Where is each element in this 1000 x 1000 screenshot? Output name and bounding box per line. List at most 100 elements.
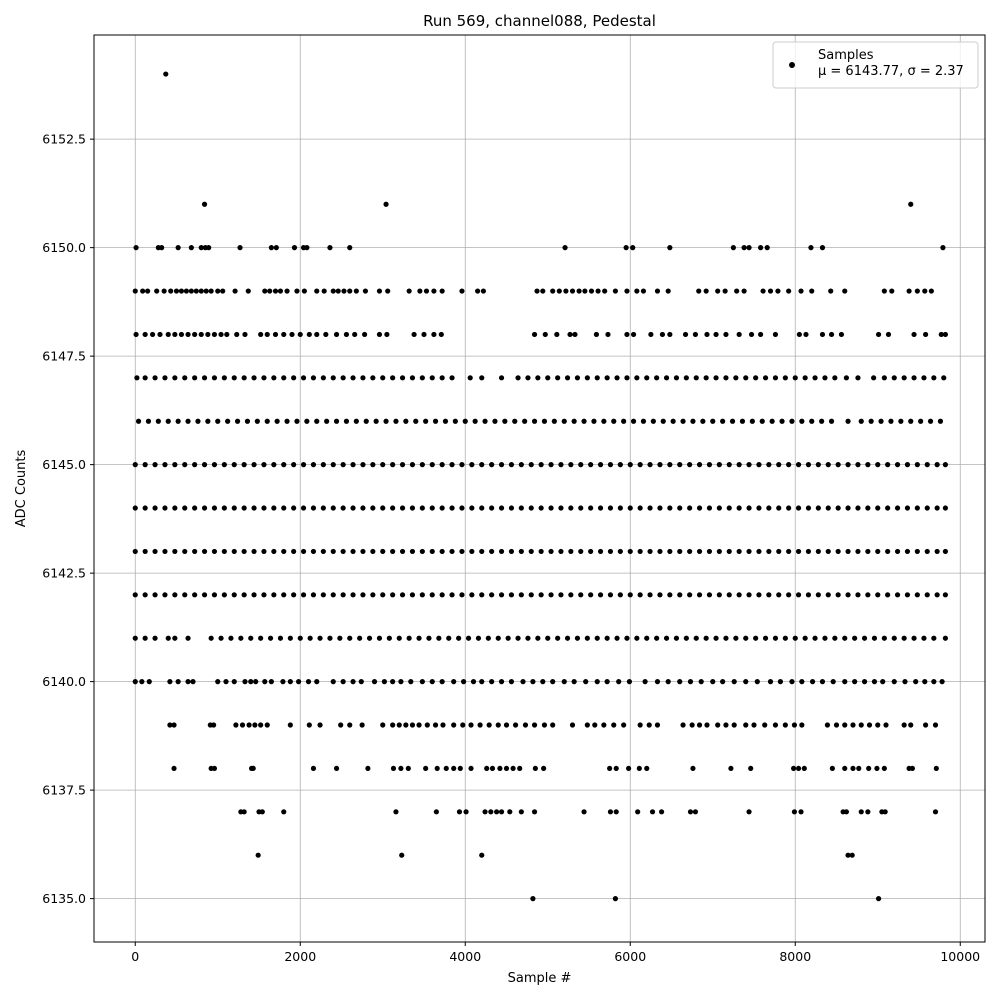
data-point — [630, 331, 637, 338]
data-point — [914, 462, 920, 468]
data-point — [637, 722, 643, 728]
data-point — [149, 331, 156, 338]
data-point — [824, 722, 831, 728]
data-point — [786, 462, 792, 468]
data-point — [376, 331, 383, 338]
data-point — [272, 331, 279, 338]
data-point — [720, 679, 726, 685]
data-point — [380, 462, 386, 468]
data-point — [545, 375, 551, 381]
data-point — [842, 765, 848, 772]
data-point — [612, 896, 619, 902]
data-point — [758, 245, 764, 251]
data-point — [924, 505, 930, 511]
data-point — [871, 679, 878, 685]
data-point — [786, 592, 792, 598]
data-point — [350, 375, 356, 381]
x-tick-label: 0 — [131, 949, 139, 964]
data-point — [152, 592, 158, 598]
data-point — [923, 331, 929, 338]
data-point — [795, 505, 802, 511]
data-point — [330, 375, 336, 381]
data-point — [795, 592, 802, 598]
data-point — [451, 765, 457, 772]
data-point — [875, 592, 881, 598]
data-point — [436, 635, 442, 641]
data-point — [517, 765, 523, 772]
data-point — [409, 375, 416, 381]
data-point — [617, 548, 623, 555]
data-point — [716, 505, 722, 511]
data-point — [198, 245, 204, 251]
data-point — [791, 809, 798, 815]
data-point — [855, 505, 861, 511]
data-point — [607, 548, 614, 555]
data-point — [231, 375, 237, 381]
data-point — [548, 462, 554, 468]
data-point — [167, 679, 173, 685]
data-point — [241, 548, 247, 555]
data-point — [321, 288, 327, 294]
data-point — [649, 809, 656, 815]
y-tick-label: 6145.0 — [42, 457, 86, 472]
data-point — [399, 592, 406, 598]
data-point — [485, 635, 491, 641]
data-point — [390, 548, 396, 555]
data-point — [429, 505, 435, 511]
data-point — [556, 288, 562, 294]
data-point — [850, 765, 856, 772]
data-point — [439, 679, 445, 685]
data-point — [809, 288, 815, 294]
data-point — [548, 505, 554, 511]
data-point — [865, 505, 871, 511]
data-point — [310, 462, 317, 468]
data-point — [419, 462, 425, 468]
data-point — [518, 809, 524, 815]
data-point — [327, 635, 333, 641]
data-point — [495, 635, 501, 641]
data-point — [777, 679, 784, 685]
data-point — [578, 505, 584, 511]
data-point — [766, 592, 772, 598]
data-point — [512, 722, 519, 728]
data-point — [188, 288, 194, 294]
data-point — [411, 331, 417, 338]
data-point — [942, 592, 949, 598]
data-point — [901, 722, 907, 728]
data-point — [201, 548, 208, 555]
data-point — [942, 548, 949, 555]
data-point — [532, 765, 538, 772]
data-point — [479, 679, 485, 685]
data-point — [495, 722, 501, 728]
data-point — [706, 462, 713, 468]
legend-box — [772, 41, 979, 89]
data-point — [258, 331, 264, 338]
data-point — [584, 375, 590, 381]
data-point — [337, 635, 343, 641]
data-point — [314, 679, 320, 685]
data-point — [134, 375, 140, 381]
data-point — [305, 679, 312, 685]
data-point — [843, 375, 850, 381]
data-point — [832, 635, 838, 641]
data-point — [434, 765, 440, 772]
data-point — [459, 462, 465, 468]
data-point — [875, 722, 881, 728]
data-point — [439, 592, 445, 598]
data-point — [261, 592, 267, 598]
data-point — [155, 418, 161, 424]
data-point — [696, 548, 703, 555]
data-point — [657, 505, 663, 511]
data-point — [541, 722, 548, 728]
data-point — [333, 765, 340, 772]
data-point — [287, 635, 293, 641]
data-point — [731, 679, 737, 685]
data-point — [384, 331, 390, 338]
data-point — [449, 548, 455, 555]
data-point — [291, 505, 297, 511]
data-point — [261, 375, 267, 381]
data-point — [320, 462, 326, 468]
data-point — [934, 548, 940, 555]
data-point — [291, 462, 297, 468]
data-point — [687, 679, 694, 685]
